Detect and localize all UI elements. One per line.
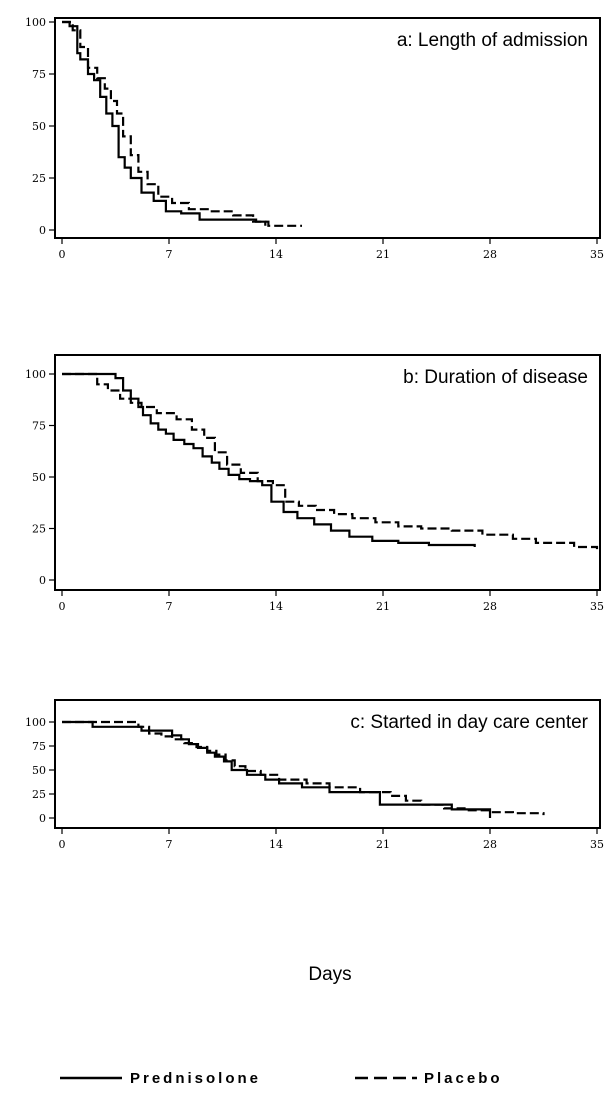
- y-tick-label: 25: [32, 172, 46, 185]
- x-tick-label: 0: [59, 248, 66, 261]
- x-tick-label: 14: [269, 600, 283, 613]
- chart-panel-a: a: Length of admission 0 7 14 21 28 35 0 25 50 75 1…: [25, 16, 604, 261]
- plot-frame: [54, 354, 601, 591]
- x-tick-label: 0: [59, 600, 66, 613]
- x-tick-label: 0: [59, 838, 66, 851]
- series-line-placebo: [62, 372, 599, 550]
- panel-title: a: Length of admission: [397, 30, 588, 51]
- x-tick-label: 7: [166, 600, 173, 613]
- x-tick-label: 35: [590, 600, 604, 613]
- x-axis-title: Days: [308, 964, 351, 985]
- series-line-placebo: [62, 720, 545, 816]
- y-tick-label: 100: [25, 716, 46, 729]
- y-tick-label: 0: [39, 224, 46, 237]
- y-tick-label: 100: [25, 16, 46, 29]
- chart-panel-b: b: Duration of disease 0 7 14 21 28 35 0 25 50 75 1…: [25, 354, 604, 613]
- x-tick-label: 35: [590, 838, 604, 851]
- legend: Prednisolone Placebo: [60, 1070, 503, 1087]
- x-tick-label: 21: [376, 600, 390, 613]
- y-tick-label: 0: [39, 812, 46, 825]
- panel-title: c: Started in day care center: [350, 712, 588, 733]
- y-tick-label: 25: [32, 523, 46, 536]
- plot-frame: [54, 699, 601, 829]
- series-line-placebo: [62, 20, 302, 227]
- y-tick-label: 50: [32, 120, 46, 133]
- chart-panels: a: Length of admission 0 7 14 21 28 35 0 25 50 75 1…: [25, 16, 604, 851]
- y-tick-label: 25: [32, 788, 46, 801]
- y-tick-label: 50: [32, 471, 46, 484]
- x-tick-label: 21: [376, 838, 390, 851]
- y-tick-label: 100: [25, 368, 46, 381]
- series-line-prednisolone: [62, 372, 476, 547]
- y-tick-label: 50: [32, 764, 46, 777]
- x-tick-label: 7: [166, 248, 173, 261]
- series-line-prednisolone: [62, 20, 267, 226]
- x-tick-label: 7: [166, 838, 173, 851]
- x-tick-label: 14: [269, 838, 283, 851]
- chart-panel-c: c: Started in day care center 0 7 14 21 28 35 0…: [25, 699, 604, 851]
- panel-title: b: Duration of disease: [403, 367, 588, 388]
- legend-label-prednisolone: Prednisolone: [130, 1070, 261, 1087]
- y-tick-label: 75: [32, 740, 46, 753]
- x-tick-label: 35: [590, 248, 604, 261]
- x-tick-label: 28: [483, 600, 497, 613]
- y-tick-label: 75: [32, 68, 46, 81]
- x-tick-label: 28: [483, 838, 497, 851]
- y-tick-label: 0: [39, 574, 46, 587]
- y-tick-label: 75: [32, 420, 46, 433]
- x-tick-label: 14: [269, 248, 283, 261]
- x-tick-label: 21: [376, 248, 390, 261]
- x-tick-label: 28: [483, 248, 497, 261]
- plot-frame: [54, 17, 601, 239]
- legend-label-placebo: Placebo: [424, 1070, 503, 1087]
